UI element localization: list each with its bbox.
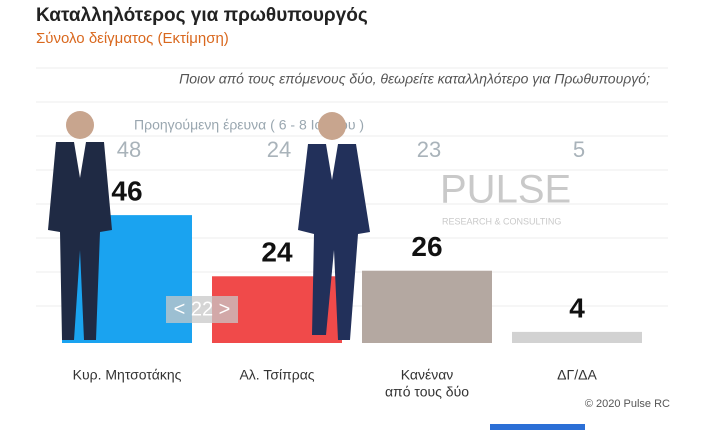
person-2 (298, 112, 370, 340)
previous-value: 48 (117, 137, 141, 162)
question: Ποιον από τους επόμενους δύο, θεωρείτε κ… (179, 71, 650, 87)
gap-box: < 22 > (166, 296, 238, 323)
person-1 (48, 111, 112, 340)
value-label: 26 (411, 231, 442, 262)
chart-title: Καταλληλότερος για πρωθυπουργός (36, 5, 368, 26)
previous-value: 23 (417, 137, 441, 162)
value-label: 24 (261, 237, 293, 268)
value-label: 4 (569, 292, 585, 323)
previous-label: Προηγούμενη έρευνα ( 6 - 8 Ιουλίου ) (134, 117, 364, 133)
chart-subtitle: Σύνολο δείγματος (Εκτίμηση) (36, 30, 229, 47)
gap-label: < 22 > (174, 298, 231, 320)
bar (362, 270, 492, 343)
x-tick-label: Αλ. Τσίπρας (239, 367, 314, 383)
x-tick-label: Κυρ. Μητσοτάκης (73, 367, 182, 383)
bar (512, 331, 642, 343)
x-tick-label: Κανέναν (401, 367, 454, 383)
value-label: 46 (111, 176, 142, 207)
previous-value: 5 (573, 137, 585, 162)
footer-bar (490, 424, 585, 430)
logo: PULSE (440, 168, 571, 212)
logo-subtitle: RESEARCH & CONSULTING (442, 216, 561, 226)
previous-value: 24 (267, 137, 291, 162)
copyright: © 2020 Pulse RC (585, 398, 670, 410)
x-tick-label: από τους δύο (385, 384, 469, 400)
x-tick-label: ΔΓ/ΔΑ (557, 367, 597, 383)
